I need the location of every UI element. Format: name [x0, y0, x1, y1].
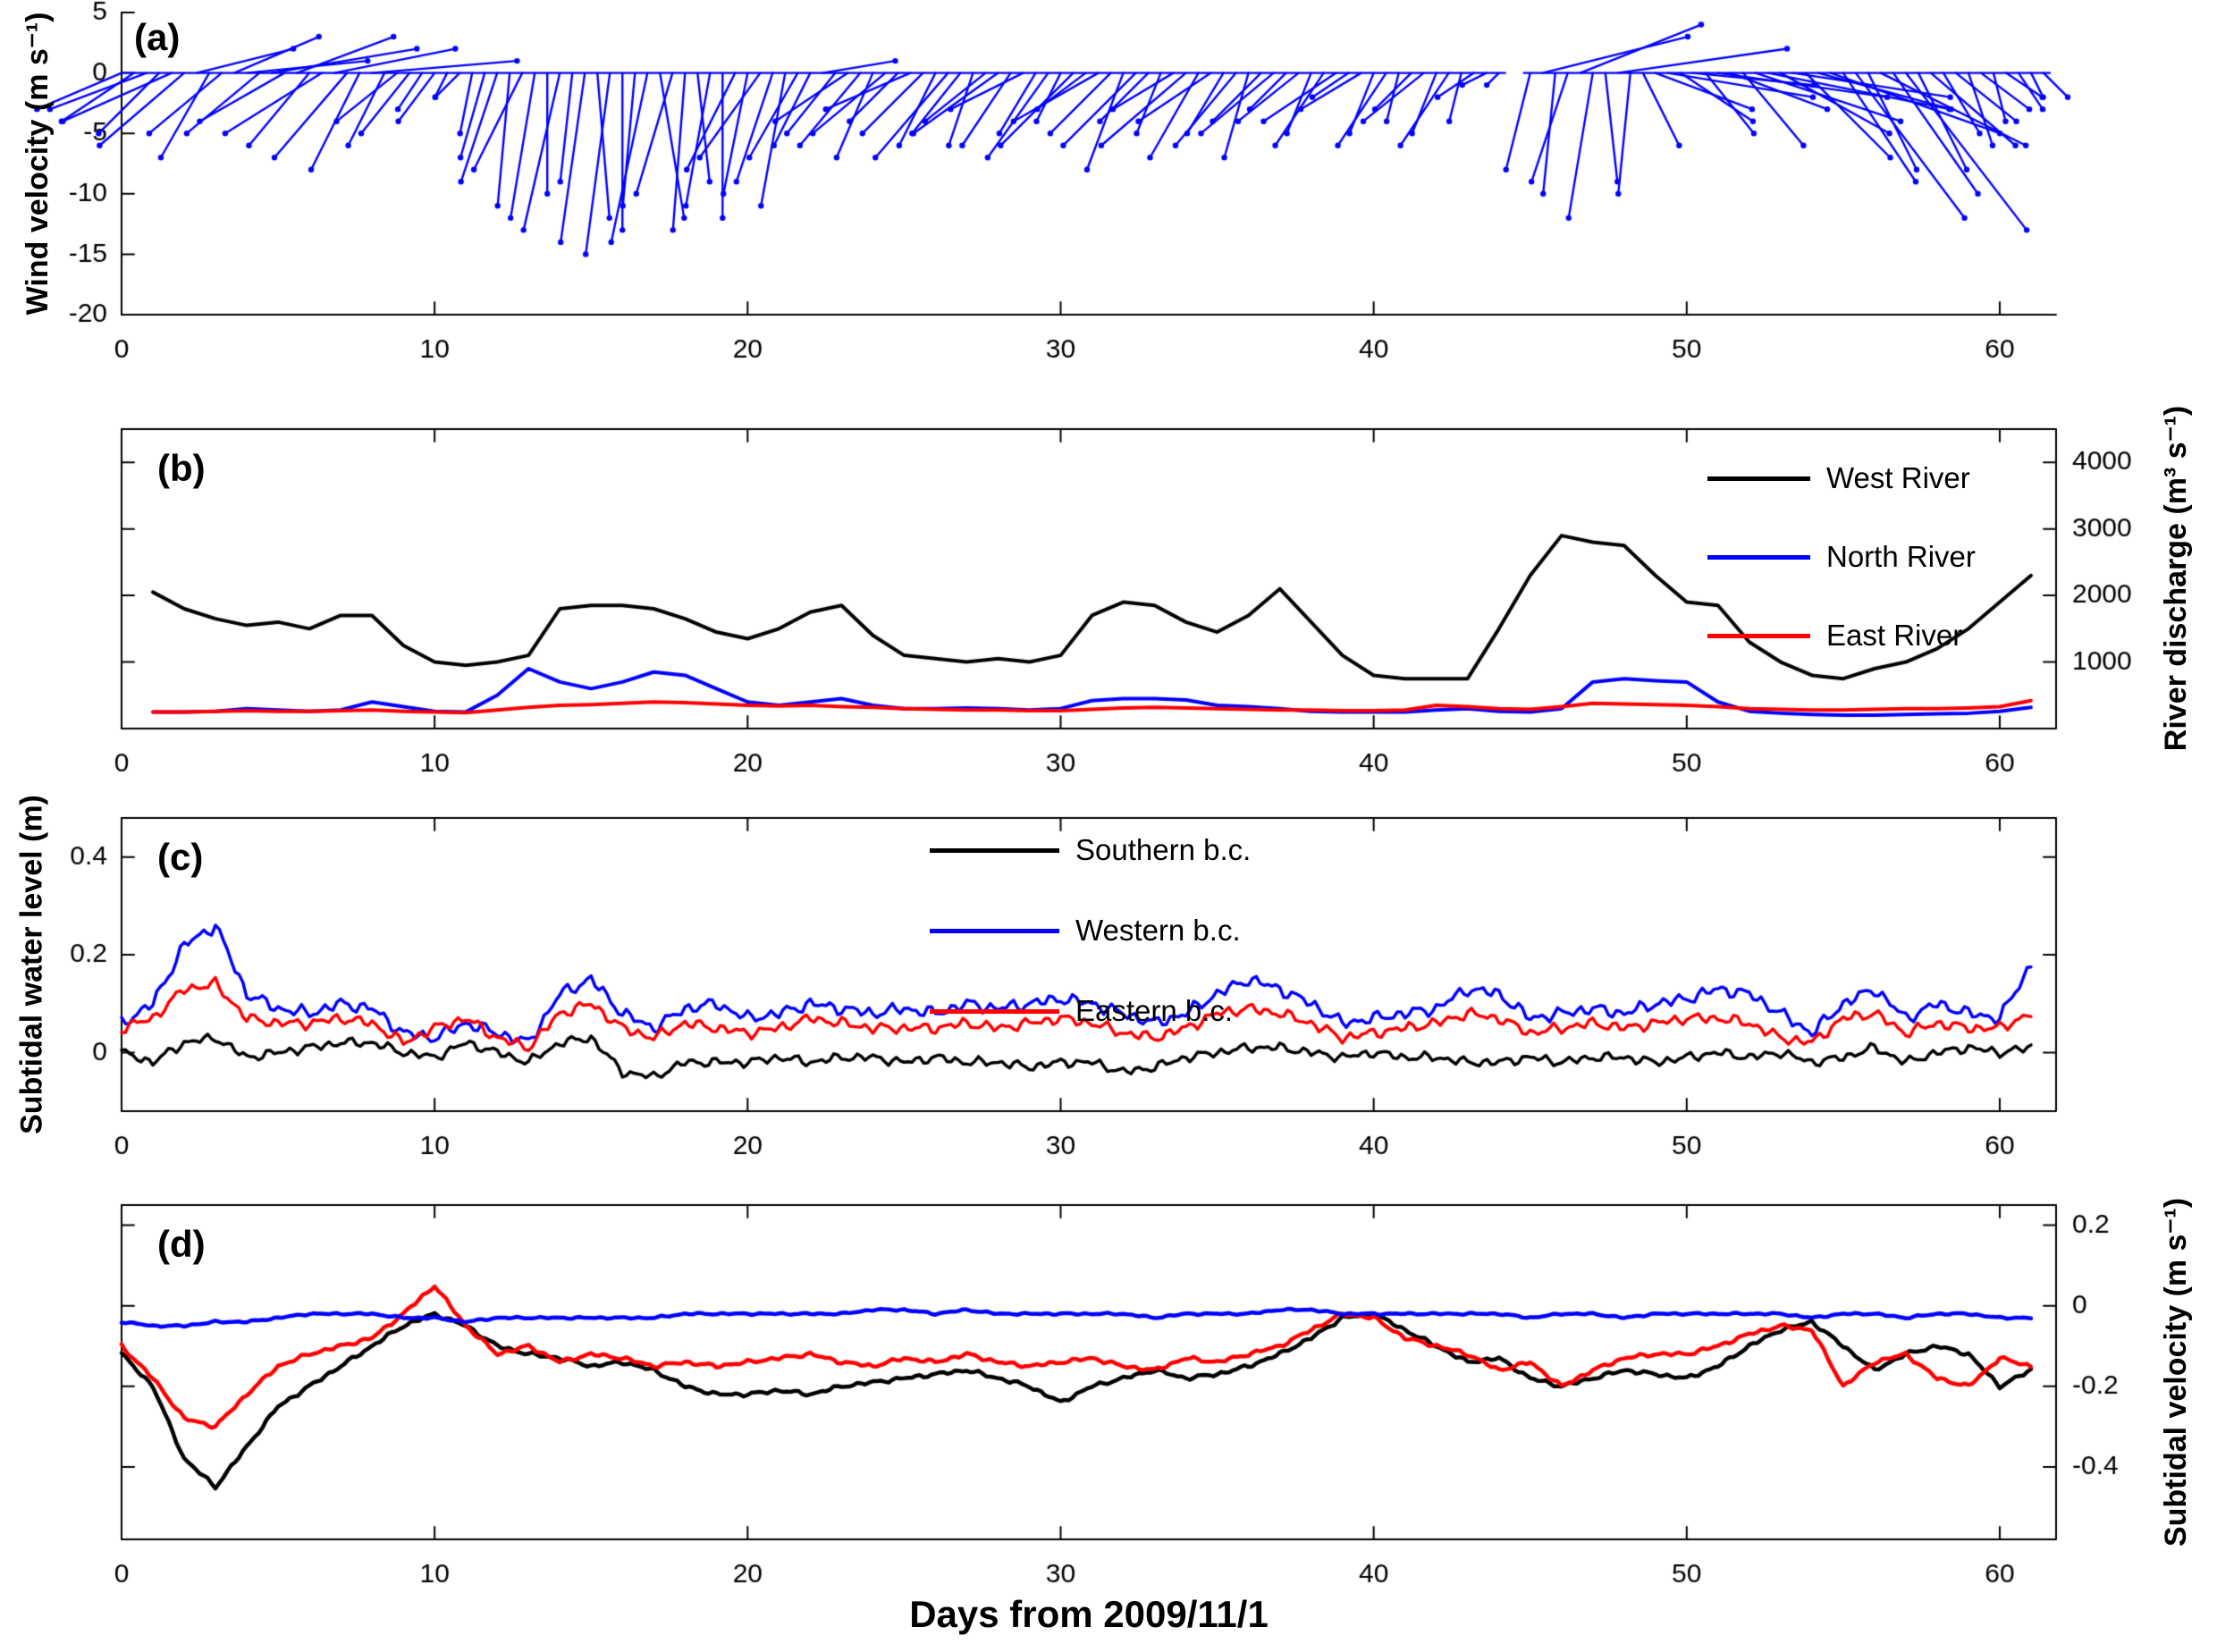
panel-c-label: (c) — [157, 836, 204, 878]
legend-item-north-river: North River — [1707, 540, 1976, 574]
panel-c-ylabel: Subtidal water level (m) — [14, 795, 49, 1134]
panel-a-ylabel: Wind velocity (m s⁻¹) — [21, 12, 55, 316]
legend-item-western-bc: Western b.c. — [930, 914, 1251, 948]
legend-rivers: West River North River East River — [1707, 461, 1976, 697]
north-river-line-swatch — [1707, 554, 1810, 560]
legend-item-southern-bc: Southern b.c. — [930, 833, 1251, 867]
southern-bc-line-swatch — [930, 847, 1059, 853]
eastern-bc-line-swatch — [930, 1008, 1059, 1014]
western-bc-label: Western b.c. — [1075, 914, 1241, 947]
panel-d-ylabel: Subtidal velocity (m s⁻¹) — [2159, 1197, 2193, 1547]
panel-b-ylabel: River discharge (m³ s⁻¹) — [2159, 405, 2193, 752]
legend-boundary-conditions: Southern b.c. Western b.c. Eastern b.c. — [930, 833, 1251, 1075]
legend-item-west-river: West River — [1707, 461, 1976, 495]
legend-item-east-river: East River — [1707, 619, 1976, 653]
panel-a-label: (a) — [134, 16, 181, 58]
north-river-label: North River — [1826, 540, 1976, 573]
east-river-line-swatch — [1707, 633, 1810, 638]
east-river-label: East River — [1826, 619, 1963, 652]
panel-d-label: (d) — [157, 1223, 206, 1265]
west-river-label: West River — [1826, 461, 1970, 494]
legend-item-eastern-bc: Eastern b.c. — [930, 994, 1251, 1028]
panel-b-label: (b) — [157, 447, 206, 489]
southern-bc-label: Southern b.c. — [1075, 833, 1252, 866]
x-axis-label: Days from 2009/11/1 — [909, 1593, 1269, 1635]
west-river-line-swatch — [1707, 476, 1810, 481]
eastern-bc-label: Eastern b.c. — [1075, 994, 1234, 1027]
western-bc-line-swatch — [930, 928, 1059, 933]
